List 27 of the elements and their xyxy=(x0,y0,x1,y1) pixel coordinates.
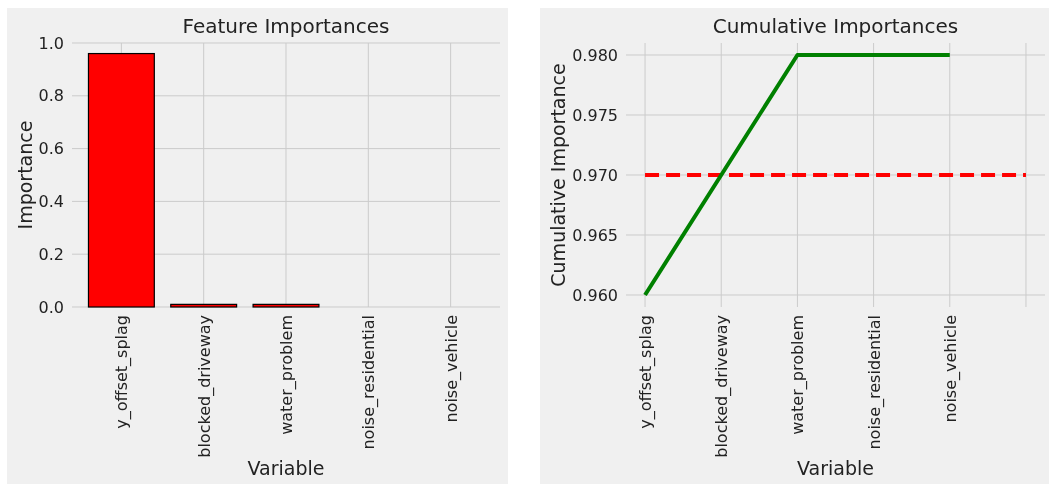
y-axis-title: Importance xyxy=(14,120,36,230)
y-tick-label: 0.4 xyxy=(38,192,64,212)
x-axis-title: Variable xyxy=(797,457,874,479)
x-tick-label: water_problem xyxy=(277,315,297,435)
y-tick-label: 0.970 xyxy=(572,165,618,185)
x-tick-label: blocked_driveway xyxy=(712,315,733,458)
x-tick-label: noise_vehicle xyxy=(441,315,462,423)
x-tick-label: y_offset_splag xyxy=(636,315,657,429)
y-tick-label: 0.975 xyxy=(572,105,618,125)
x-tick-label: water_problem xyxy=(788,315,809,435)
y-tick-label: 0.6 xyxy=(38,139,64,159)
x-tick-label: y_offset_splag xyxy=(112,315,133,429)
x-tick-label: blocked_driveway xyxy=(194,315,215,458)
x-axis-title: Variable xyxy=(247,457,325,479)
chart-title: Cumulative Importances xyxy=(712,14,959,38)
y-tick-label: 0.980 xyxy=(572,45,618,65)
x-tick-label: noise_vehicle xyxy=(940,315,961,423)
y-axis-title: Cumulative Importance xyxy=(547,63,569,287)
y-tick-label: 0.8 xyxy=(38,86,64,106)
y-tick-label: 0.965 xyxy=(572,225,618,245)
y-tick-label: 0.2 xyxy=(38,244,64,264)
x-tick-label: noise_residential xyxy=(864,315,885,450)
chart-title: Feature Importances xyxy=(182,14,390,38)
x-tick-label: noise_residential xyxy=(359,315,380,450)
y-tick-label: 0.0 xyxy=(38,297,64,317)
y-tick-label: 0.960 xyxy=(572,285,618,305)
y-tick-label: 1.0 xyxy=(38,33,64,53)
